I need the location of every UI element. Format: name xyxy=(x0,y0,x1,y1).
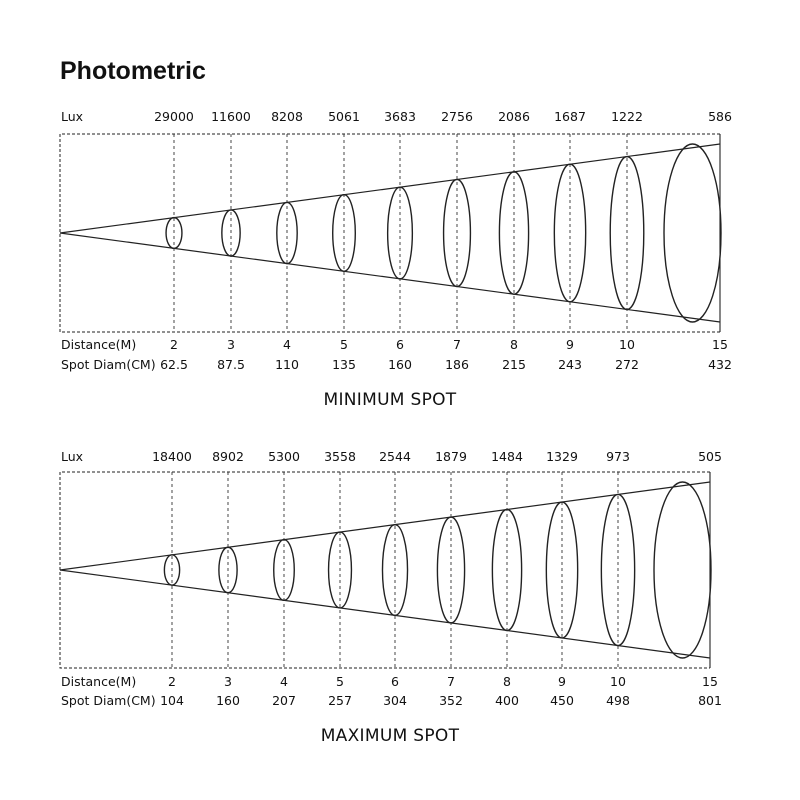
diameter-row-label: Spot Diam(CM) xyxy=(61,357,156,372)
distance-value: 8 xyxy=(503,674,511,689)
diameter-value: 87.5 xyxy=(217,357,245,372)
distance-value: 7 xyxy=(453,337,461,352)
spot-ellipse xyxy=(491,508,523,632)
page-title: Photometric xyxy=(60,57,206,85)
lux-value: 8208 xyxy=(271,109,303,124)
diameter-value: 207 xyxy=(272,693,296,708)
distance-value: 9 xyxy=(558,674,566,689)
distance-value: 2 xyxy=(170,337,178,352)
distance-row-label: Distance(M) xyxy=(61,337,136,352)
lux-value: 1879 xyxy=(435,449,467,464)
diameter-value: 304 xyxy=(383,693,407,708)
spot-ellipse xyxy=(163,554,181,586)
distance-value: 15 xyxy=(712,337,728,352)
lux-value: 505 xyxy=(698,449,722,464)
distance-value: 6 xyxy=(396,337,404,352)
diameter-value: 243 xyxy=(558,357,582,372)
diameter-value: 160 xyxy=(216,693,240,708)
diameter-value: 215 xyxy=(502,357,526,372)
spot-ellipse xyxy=(436,516,466,624)
lux-value: 5061 xyxy=(328,109,360,124)
distance-value: 9 xyxy=(566,337,574,352)
distance-value: 4 xyxy=(283,337,291,352)
beam-edge-top xyxy=(59,143,721,234)
distance-value: 3 xyxy=(227,337,235,352)
panel-caption: MINIMUM SPOT xyxy=(323,390,456,410)
diameter-value: 801 xyxy=(698,693,722,708)
spot-ellipse xyxy=(609,155,645,311)
diameter-value: 432 xyxy=(708,357,732,372)
spot-ellipse xyxy=(165,216,183,250)
diameter-value: 62.5 xyxy=(160,357,188,372)
lux-value: 1484 xyxy=(491,449,523,464)
spot-ellipse xyxy=(663,143,722,323)
spot-ellipse xyxy=(273,538,295,602)
chart-frame xyxy=(59,471,710,669)
distance-value: 5 xyxy=(340,337,348,352)
distance-value: 7 xyxy=(447,674,455,689)
lux-value: 2544 xyxy=(379,449,411,464)
diameter-value: 352 xyxy=(439,693,463,708)
distance-value: 6 xyxy=(391,674,399,689)
distance-value: 8 xyxy=(510,337,518,352)
lux-value: 8902 xyxy=(212,449,244,464)
distance-value: 5 xyxy=(336,674,344,689)
lux-value: 3558 xyxy=(324,449,356,464)
distance-value: 3 xyxy=(224,674,232,689)
diameter-value: 400 xyxy=(495,693,519,708)
lux-value: 5300 xyxy=(268,449,300,464)
distance-value: 10 xyxy=(619,337,635,352)
spot-ellipse xyxy=(386,186,414,280)
lux-value: 1329 xyxy=(546,449,578,464)
lux-value: 18400 xyxy=(152,449,192,464)
lux-value: 3683 xyxy=(384,109,416,124)
distance-value: 10 xyxy=(610,674,626,689)
distance-row-label: Distance(M) xyxy=(61,674,136,689)
spot-ellipse xyxy=(600,493,636,647)
diameter-value: 450 xyxy=(550,693,574,708)
lux-row-label: Lux xyxy=(61,449,83,464)
lux-value: 586 xyxy=(708,109,732,124)
diameter-value: 135 xyxy=(332,357,356,372)
spot-ellipse xyxy=(332,194,356,272)
lux-value: 973 xyxy=(606,449,630,464)
diameter-value: 160 xyxy=(388,357,412,372)
distance-value: 2 xyxy=(168,674,176,689)
lux-value: 2756 xyxy=(441,109,473,124)
spot-ellipse xyxy=(442,178,472,288)
spot-ellipse xyxy=(545,501,579,639)
spot-ellipse xyxy=(653,481,712,659)
lux-value: 11600 xyxy=(211,109,251,124)
lux-row-label: Lux xyxy=(61,109,83,124)
lux-value: 29000 xyxy=(154,109,194,124)
spot-ellipse xyxy=(498,171,530,295)
diameter-row-label: Spot Diam(CM) xyxy=(61,693,156,708)
diameter-value: 110 xyxy=(275,357,299,372)
spot-ellipse xyxy=(327,531,353,609)
lux-value: 1687 xyxy=(554,109,586,124)
diameter-value: 257 xyxy=(328,693,352,708)
beam-edge-bottom xyxy=(59,569,711,659)
panel-caption: MAXIMUM SPOT xyxy=(321,726,460,746)
diameter-value: 186 xyxy=(445,357,469,372)
spot-ellipse xyxy=(553,163,587,303)
lux-value: 1222 xyxy=(611,109,643,124)
beam-panel-minimum: Lux Distance(M) Spot Diam(CM) 29000 2 62.5 116… xyxy=(59,109,732,410)
diameter-value: 272 xyxy=(615,357,639,372)
diameter-value: 104 xyxy=(160,693,184,708)
beam-edge-top xyxy=(59,481,711,571)
diameter-value: 498 xyxy=(606,693,630,708)
beam-edge-bottom xyxy=(59,232,721,323)
spot-ellipse xyxy=(276,201,298,265)
distance-value: 15 xyxy=(702,674,718,689)
spot-ellipse xyxy=(381,523,409,617)
chart-frame xyxy=(59,133,720,333)
spot-ellipse xyxy=(221,209,241,257)
lux-value: 2086 xyxy=(498,109,530,124)
spot-ellipse xyxy=(218,546,238,594)
distance-value: 4 xyxy=(280,674,288,689)
